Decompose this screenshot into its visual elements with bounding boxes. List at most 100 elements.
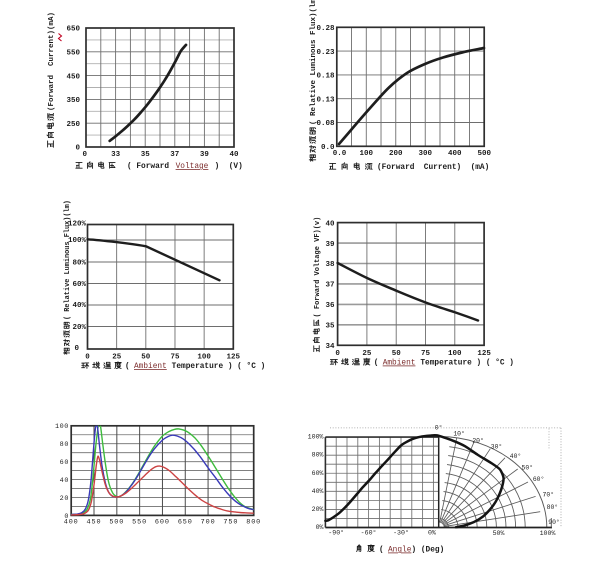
svg-text:75: 75 [421, 350, 431, 358]
svg-text:80°: 80° [547, 503, 559, 511]
svg-text:0.0: 0.0 [333, 150, 347, 158]
svg-text:50%: 50% [493, 530, 505, 537]
svg-text:40°: 40° [510, 452, 522, 460]
svg-text:550: 550 [66, 50, 80, 58]
svg-text:38: 38 [325, 261, 335, 269]
svg-text:300: 300 [418, 150, 432, 158]
svg-text:0.28: 0.28 [316, 25, 335, 33]
svg-text:35: 35 [325, 323, 335, 331]
svg-text:36: 36 [325, 302, 335, 310]
svg-text:100: 100 [360, 150, 374, 158]
svg-text:0.0: 0.0 [321, 144, 335, 152]
svg-text:500: 500 [477, 150, 491, 158]
svg-text:(: ( [125, 363, 134, 371]
svg-text:20°: 20° [472, 436, 484, 444]
svg-text:450: 450 [87, 518, 102, 526]
svg-text:( Relative Luminous Flux)(lm): ( Relative Luminous Flux)(lm) [64, 200, 72, 320]
svg-text:50°: 50° [522, 464, 534, 472]
svg-text:25: 25 [112, 354, 122, 362]
svg-text:40: 40 [229, 151, 239, 159]
svg-text:70°: 70° [543, 490, 555, 498]
svg-text:0.23: 0.23 [316, 49, 335, 57]
svg-text:40: 40 [325, 220, 335, 228]
svg-text:250: 250 [66, 121, 80, 129]
svg-text:400: 400 [64, 518, 79, 526]
svg-text:600: 600 [155, 518, 170, 526]
svg-text:80%: 80% [312, 452, 324, 459]
svg-text:) (V): ) (V) [210, 163, 243, 171]
svg-text:( Forward: ( Forward [127, 163, 174, 171]
svg-text:750: 750 [223, 518, 238, 526]
svg-text:(Forward Current) (mA): (Forward Current) (mA) [377, 164, 489, 172]
svg-text:37: 37 [170, 151, 179, 159]
svg-text:0: 0 [74, 345, 79, 353]
svg-text:0°: 0° [435, 424, 443, 432]
svg-text:0%: 0% [316, 524, 324, 531]
svg-text:Temperature ) ( °C ): Temperature ) ( °C ) [167, 362, 265, 371]
svg-text:( Forward Voltage VF)(v): ( Forward Voltage VF)(v) [314, 217, 322, 318]
svg-text:90°: 90° [548, 518, 560, 526]
svg-text:33: 33 [111, 151, 121, 159]
svg-text:40: 40 [60, 477, 69, 485]
svg-text:0: 0 [82, 151, 87, 159]
svg-text:100%: 100% [540, 530, 556, 537]
svg-text:10°: 10° [453, 430, 465, 438]
svg-text:350: 350 [66, 97, 80, 105]
svg-text:60: 60 [60, 459, 69, 467]
svg-text:800: 800 [246, 518, 261, 526]
svg-text:0.18: 0.18 [316, 73, 335, 81]
svg-text:100%: 100% [308, 434, 324, 441]
svg-text:50: 50 [141, 354, 151, 362]
svg-text:25: 25 [362, 350, 372, 358]
svg-text:0.08: 0.08 [316, 120, 335, 128]
svg-text:30°: 30° [491, 443, 503, 451]
svg-text:500: 500 [109, 518, 124, 526]
svg-text:Voltage: Voltage [176, 163, 209, 171]
svg-text:80%: 80% [72, 260, 86, 268]
svg-text:40%: 40% [312, 488, 324, 495]
svg-text:0: 0 [85, 354, 90, 362]
svg-text:100: 100 [55, 423, 69, 431]
svg-text:-30°: -30° [393, 529, 409, 537]
svg-text:650: 650 [66, 26, 80, 34]
svg-text:50: 50 [392, 350, 402, 358]
svg-text:650: 650 [178, 518, 193, 526]
svg-text:( Relative Luminous Flux)(lm): ( Relative Luminous Flux)(lm) [310, 0, 318, 125]
svg-text:0: 0 [335, 350, 340, 358]
svg-text:20%: 20% [312, 506, 324, 513]
svg-text:100: 100 [197, 354, 211, 362]
svg-text:-90°: -90° [328, 529, 344, 537]
svg-text:40%: 40% [72, 302, 86, 310]
svg-text:75: 75 [170, 354, 180, 362]
svg-text:100: 100 [448, 350, 462, 358]
svg-text:34: 34 [325, 343, 335, 351]
svg-text:Ambient: Ambient [134, 363, 167, 371]
svg-text:125: 125 [477, 350, 491, 358]
svg-text:) (Deg): ) (Deg) [412, 547, 445, 555]
svg-text:60%: 60% [72, 281, 86, 289]
svg-text:35: 35 [141, 151, 151, 159]
svg-text:Ambient: Ambient [383, 360, 416, 368]
svg-text:20%: 20% [72, 324, 86, 332]
svg-text:Temperature ) ( °C ): Temperature ) ( °C ) [416, 359, 514, 368]
svg-text:0: 0 [75, 145, 80, 153]
svg-text:0.13: 0.13 [316, 96, 335, 104]
svg-text:125: 125 [227, 354, 241, 362]
svg-text:60%: 60% [312, 470, 324, 477]
svg-text:39: 39 [200, 151, 210, 159]
svg-text:80: 80 [60, 441, 69, 449]
svg-text:(Forward Current)(mA): (Forward Current)(mA) [48, 12, 56, 111]
svg-text:39: 39 [325, 241, 335, 249]
svg-text:120%: 120% [68, 221, 87, 229]
svg-text:(: ( [379, 547, 388, 555]
svg-text:400: 400 [448, 150, 462, 158]
svg-text:100%: 100% [68, 237, 87, 245]
svg-text:200: 200 [389, 150, 403, 158]
svg-text:550: 550 [132, 518, 147, 526]
svg-text:20: 20 [60, 495, 69, 503]
svg-text:37: 37 [325, 282, 334, 290]
svg-text:-60°: -60° [361, 529, 377, 537]
svg-text:0: 0 [64, 513, 69, 521]
svg-text:60°: 60° [533, 475, 545, 483]
svg-text:Angle: Angle [388, 547, 412, 555]
